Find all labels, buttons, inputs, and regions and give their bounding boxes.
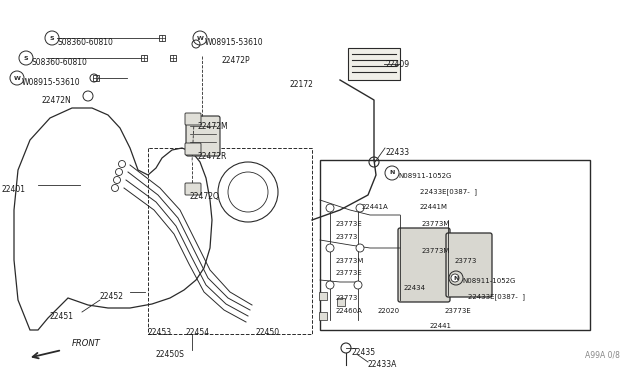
FancyBboxPatch shape — [337, 298, 345, 306]
Text: N08911-1052G: N08911-1052G — [398, 173, 451, 179]
Text: 22472Q: 22472Q — [190, 192, 220, 201]
Text: 22434: 22434 — [404, 285, 426, 291]
Text: S: S — [24, 55, 28, 61]
Text: 23773: 23773 — [336, 234, 358, 240]
Text: W: W — [196, 35, 204, 41]
Text: W: W — [13, 76, 20, 80]
Circle shape — [451, 274, 459, 282]
Circle shape — [326, 204, 334, 212]
Text: 22441M: 22441M — [420, 204, 448, 210]
Text: 22433E[0387-  ]: 22433E[0387- ] — [420, 188, 477, 195]
Text: 22453: 22453 — [148, 328, 172, 337]
Text: 23773M: 23773M — [336, 258, 364, 264]
Circle shape — [326, 281, 334, 289]
FancyBboxPatch shape — [186, 116, 220, 156]
Text: N: N — [453, 276, 459, 280]
Text: 22433: 22433 — [385, 148, 409, 157]
Text: 23773E: 23773E — [336, 270, 363, 276]
Text: 23773M: 23773M — [422, 248, 451, 254]
FancyBboxPatch shape — [185, 143, 201, 155]
Text: 22435: 22435 — [352, 348, 376, 357]
Text: N: N — [389, 170, 395, 176]
FancyBboxPatch shape — [348, 48, 400, 80]
Text: 22460A: 22460A — [336, 308, 363, 314]
FancyBboxPatch shape — [398, 228, 450, 302]
Text: 22472N: 22472N — [42, 96, 72, 105]
Text: FRONT: FRONT — [72, 339, 100, 348]
Text: 22441: 22441 — [430, 323, 452, 329]
Circle shape — [356, 244, 364, 252]
Text: 22452: 22452 — [100, 292, 124, 301]
Text: S: S — [50, 35, 54, 41]
Text: 22450: 22450 — [255, 328, 279, 337]
Text: W08915-53610: W08915-53610 — [205, 38, 264, 47]
Circle shape — [326, 244, 334, 252]
Text: 22472R: 22472R — [198, 152, 227, 161]
Text: S08360-60810: S08360-60810 — [32, 58, 88, 67]
Text: 22401: 22401 — [2, 185, 26, 194]
Text: 23773E: 23773E — [445, 308, 472, 314]
FancyBboxPatch shape — [319, 312, 327, 320]
Text: 22172: 22172 — [290, 80, 314, 89]
Text: 22454: 22454 — [185, 328, 209, 337]
Text: 22472M: 22472M — [198, 122, 228, 131]
Text: 22450S: 22450S — [155, 350, 184, 359]
Text: W08915-53610: W08915-53610 — [22, 78, 81, 87]
Text: 22020: 22020 — [378, 308, 400, 314]
Text: S08360-60810: S08360-60810 — [57, 38, 113, 47]
Text: 22472P: 22472P — [222, 56, 251, 65]
FancyBboxPatch shape — [319, 292, 327, 300]
Text: A99A 0/8: A99A 0/8 — [585, 351, 620, 360]
Text: 23773: 23773 — [336, 295, 358, 301]
Text: 22441A: 22441A — [362, 204, 388, 210]
Text: 23773M: 23773M — [422, 221, 451, 227]
Text: 22433E[0387-  ]: 22433E[0387- ] — [468, 293, 525, 300]
Text: 22433A: 22433A — [368, 360, 397, 369]
Circle shape — [356, 204, 364, 212]
FancyBboxPatch shape — [185, 183, 201, 195]
FancyBboxPatch shape — [446, 233, 492, 297]
Bar — [320, 160, 590, 330]
Text: N08911-1052G: N08911-1052G — [462, 278, 515, 284]
Text: 22409: 22409 — [385, 60, 409, 69]
Text: 23773: 23773 — [455, 258, 477, 264]
Circle shape — [354, 281, 362, 289]
Text: 22451: 22451 — [50, 312, 74, 321]
Text: 23773E: 23773E — [336, 221, 363, 227]
FancyBboxPatch shape — [185, 113, 201, 125]
